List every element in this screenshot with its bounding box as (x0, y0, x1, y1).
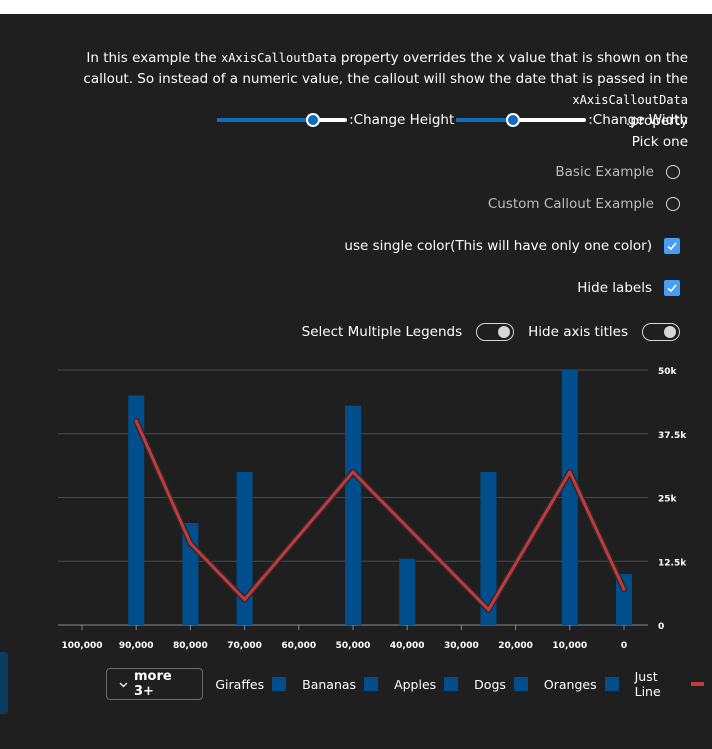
line-point (622, 587, 626, 591)
x-tick-label: 70,000 (227, 641, 262, 651)
bar (236, 472, 253, 625)
x-tick-label: 80,000 (173, 641, 208, 651)
legend-item-just-line[interactable]: Just Line (627, 669, 712, 699)
legend-item-apples[interactable]: Apples (386, 677, 466, 692)
legend-swatch (513, 677, 528, 691)
bar (480, 472, 497, 625)
radio-label: Custom Callout Example (487, 196, 654, 212)
more-legends-label: more 3+ (134, 669, 172, 699)
slider-thumb[interactable] (306, 113, 321, 127)
line-point (243, 598, 247, 601)
slider-row: :Change Height :Change Width (217, 110, 688, 130)
select-multiple-legends-toggle[interactable] (476, 323, 515, 341)
legend-swatch (364, 677, 379, 691)
checkbox-label: use single color(This will have only one… (344, 238, 652, 254)
checkbox-single-color[interactable]: use single color(This will have only one… (344, 235, 680, 257)
line-point (487, 608, 490, 612)
x-tick-label: 20,000 (498, 641, 533, 651)
line-series-outline (133, 418, 627, 613)
hide-axis-titles-toggle[interactable] (642, 323, 680, 341)
checkmark-icon[interactable] (664, 238, 680, 254)
toggle-row: Select Multiple Legends Hide axis titles (302, 321, 680, 343)
y-tick-label: 50k (658, 367, 678, 377)
legend-swatch (444, 677, 459, 691)
legend-item-dogs[interactable]: Dogs (466, 677, 536, 692)
radio-basic-example[interactable]: Basic Example (555, 161, 680, 183)
legend-swatch (604, 677, 619, 691)
x-tick-label: 100,000 (62, 641, 103, 651)
more-legends-button[interactable]: more 3+ (106, 668, 204, 700)
x-tick-label: 40,000 (390, 641, 425, 651)
code-xaxiscalloutdata: xAxisCalloutData (220, 51, 337, 65)
radio-custom-callout-example[interactable]: Custom Callout Example (488, 193, 680, 215)
bar (399, 558, 416, 625)
line-point (568, 470, 572, 474)
bar (345, 405, 361, 625)
y-tick-label: 12.5k (658, 558, 687, 568)
x-tick-label: 60,000 (281, 641, 316, 651)
y-tick-label: 0 (658, 622, 664, 632)
x-tick-label: 0 (621, 641, 627, 651)
change-width-label: :Change Width (588, 112, 688, 128)
line-point (188, 541, 192, 545)
hide-axis-titles-label: Hide axis titles (528, 324, 628, 340)
height-slider[interactable] (217, 112, 348, 128)
legend-item-oranges[interactable]: Oranges (536, 677, 627, 692)
radio-circle-icon[interactable] (666, 165, 680, 179)
line-point (134, 419, 138, 423)
x-tick-label: 30,000 (444, 641, 479, 651)
code-xaxiscalloutdata-2: xAxisCalloutData (572, 93, 688, 107)
legend: more 3+ Giraffes Bananas Apples Dogs Ora… (106, 668, 712, 700)
checkbox-hide-labels[interactable]: Hide labels (577, 277, 680, 299)
x-tick-label: 10,000 (552, 641, 587, 651)
chevron-down-icon (119, 677, 128, 692)
pick-one-label: Pick one (631, 134, 688, 150)
change-height-label: :Change Height (349, 112, 455, 128)
vertical-bar-chart: 0 12.5k 25k 37.5k 50k 100,000 90,000 80,000 70,0… (58, 367, 687, 651)
radio-label: Basic Example (555, 164, 654, 180)
select-multiple-legends-label: Select Multiple Legends (301, 324, 463, 340)
side-panel-tab[interactable] (0, 652, 8, 714)
bar (128, 395, 145, 625)
legend-item-bananas[interactable]: Bananas (294, 677, 386, 692)
bar (561, 370, 578, 625)
x-tick-label: 90,000 (119, 641, 154, 651)
legend-swatch-line (691, 682, 704, 686)
checkbox-label: Hide labels (577, 280, 652, 296)
width-slider[interactable] (456, 112, 587, 128)
top-bar (0, 0, 712, 14)
legend-swatch (272, 677, 287, 691)
slider-thumb[interactable] (506, 113, 521, 127)
x-tick-label: 50,000 (336, 641, 371, 651)
line-series-just-line (134, 419, 626, 612)
y-tick-label: 25k (658, 495, 678, 505)
description-text: In this example the xAxisCalloutData pro… (83, 50, 688, 129)
radio-circle-icon[interactable] (666, 197, 680, 211)
y-tick-label: 37.5k (658, 431, 687, 441)
checkmark-icon[interactable] (664, 280, 680, 296)
line-point (351, 470, 355, 474)
legend-item-giraffes[interactable]: Giraffes (207, 677, 294, 692)
